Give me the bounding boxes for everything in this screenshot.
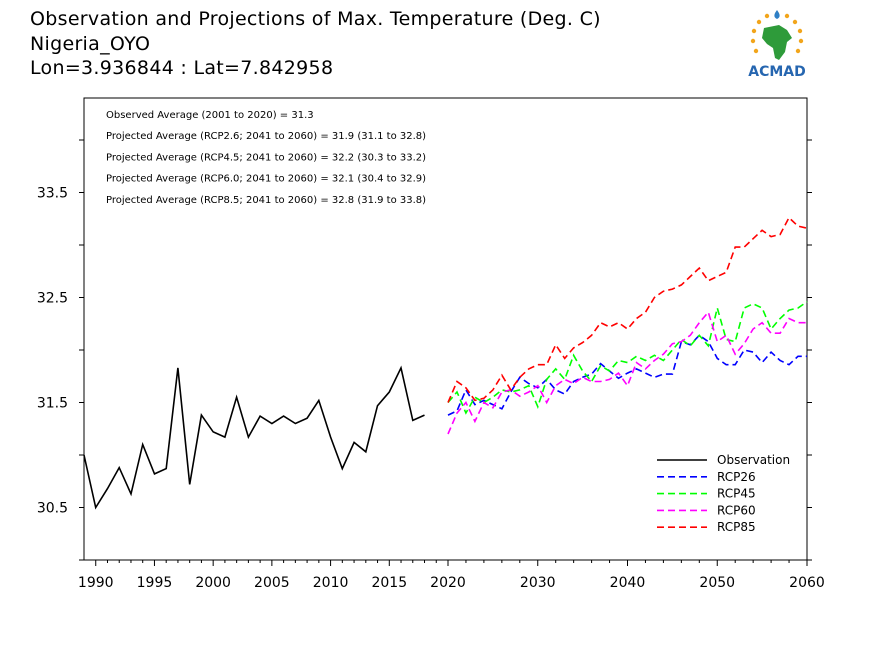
- y-tick-label: 32.5: [37, 291, 68, 307]
- series-line-rcp60: [447, 310, 807, 435]
- x-tick-label: 2030: [520, 575, 556, 591]
- x-tick-label: 2050: [699, 575, 735, 591]
- location-label: Nigeria_OYO: [30, 33, 151, 55]
- annotation-line: Projected Average (RCP2.6; 2041 to 2060)…: [106, 131, 426, 142]
- series-lines: [83, 216, 808, 510]
- logo-text: ACMAD: [748, 64, 806, 80]
- plot-frame: [83, 97, 808, 561]
- x-tick-label: 2040: [610, 575, 646, 591]
- x-tick-label: 1995: [137, 575, 173, 591]
- series-line-observation: [83, 365, 425, 510]
- acmad-logo-icon: ACMAD: [748, 10, 806, 80]
- x-tick-label: 1990: [78, 575, 114, 591]
- x-tick-label: 2000: [195, 575, 231, 591]
- series-line-rcp85: [447, 216, 808, 403]
- x-tick-label: 2060: [789, 575, 825, 591]
- coordinates-label: Lon=3.936844 : Lat=7.842958: [30, 57, 334, 79]
- x-tick-label: 2005: [254, 575, 290, 591]
- axis-ticks: [79, 139, 812, 566]
- legend-label-rcp60: RCP60: [717, 503, 756, 517]
- legend-label-rcp26: RCP26: [717, 470, 756, 484]
- y-tick-labels: 30.5 31.5 32.5 33.5: [37, 186, 68, 517]
- annotation-line: Projected Average (RCP4.5; 2041 to 2060)…: [106, 152, 426, 163]
- x-tick-label: 2010: [313, 575, 349, 591]
- y-tick-label: 31.5: [37, 396, 68, 412]
- x-tick-label: 2020: [430, 575, 466, 591]
- annotation-line: Observed Average (2001 to 2020) = 31.3: [106, 110, 314, 121]
- annotation-block: Observed Average (2001 to 2020) = 31.3 Pr…: [106, 110, 426, 206]
- y-tick-label: 33.5: [37, 186, 68, 202]
- legend-label-rcp45: RCP45: [717, 487, 756, 501]
- legend: Observation RCP26 RCP45 RCP60 RCP85: [657, 453, 790, 534]
- x-tick-labels: 1990 1995 2000 2005 2010 2015 2020 2030 2040 2050…: [78, 575, 825, 591]
- series-line-rcp45: [447, 301, 808, 415]
- x-tick-label: 2015: [371, 575, 407, 591]
- annotation-line: Projected Average (RCP6.0; 2041 to 2060)…: [106, 174, 426, 185]
- legend-label-rcp85: RCP85: [717, 520, 756, 534]
- chart-title: Observation and Projections of Max. Temp…: [30, 8, 601, 30]
- y-tick-label: 30.5: [37, 501, 68, 517]
- series-line-rcp26: [447, 334, 807, 416]
- legend-label-observation: Observation: [717, 453, 790, 467]
- annotation-line: Projected Average (RCP8.5; 2041 to 2060)…: [106, 195, 426, 206]
